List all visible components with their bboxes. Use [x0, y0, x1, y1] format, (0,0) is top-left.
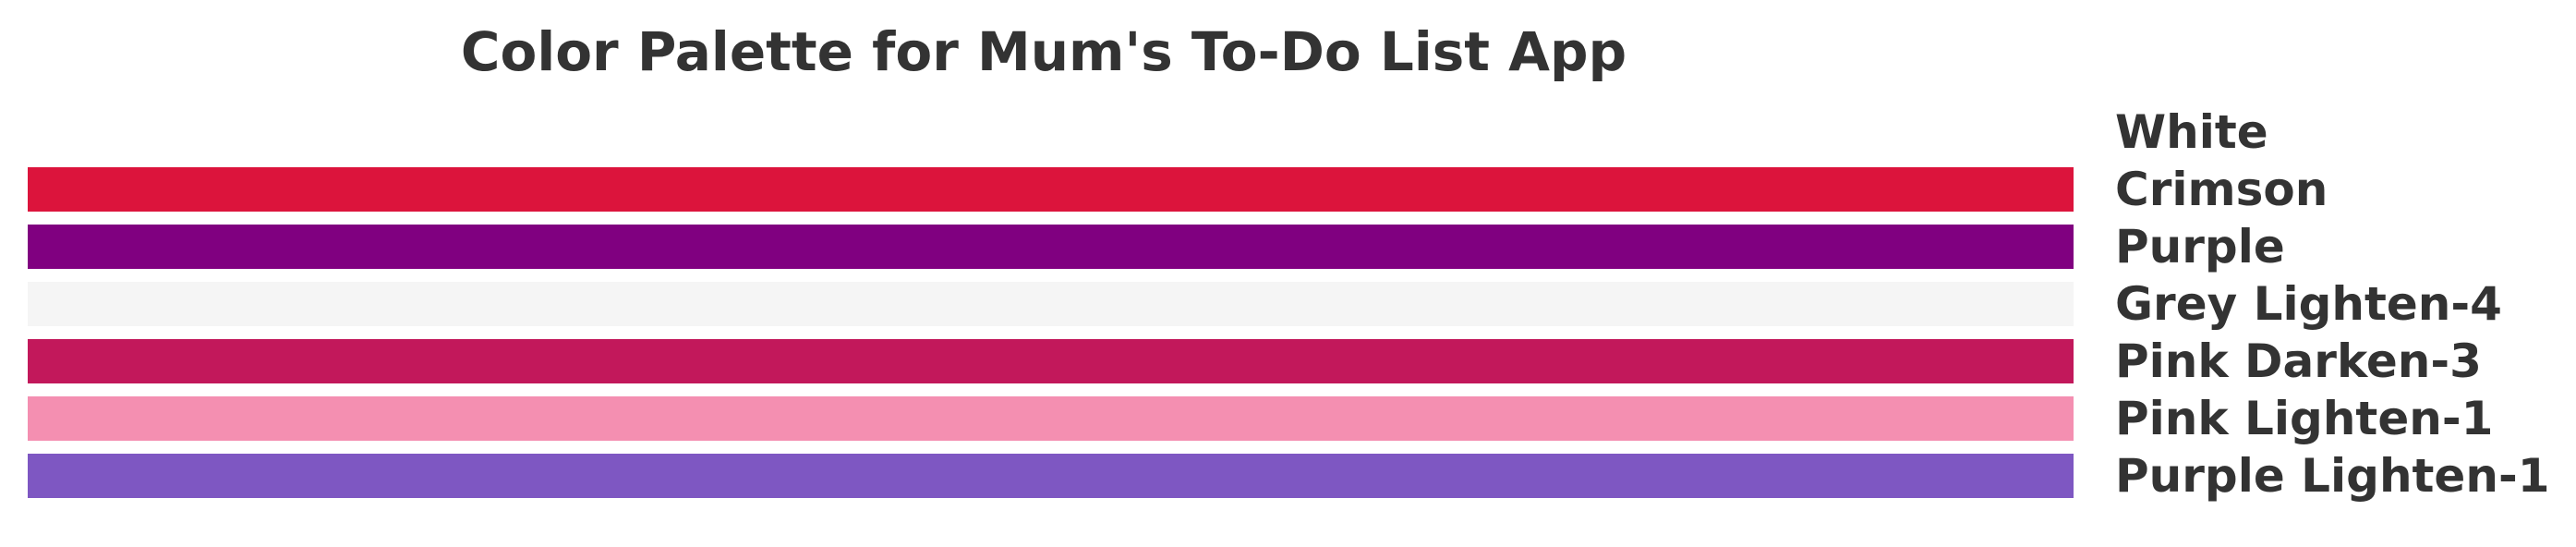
- swatch-bar-crimson: [28, 167, 2074, 212]
- swatch-bar-white: [28, 110, 2074, 154]
- swatch-label-white: White: [2115, 105, 2268, 159]
- swatch-bar-pink-lighten-1: [28, 396, 2074, 441]
- swatch-bar-pink-darken-3: [28, 339, 2074, 383]
- swatch-bar-purple-lighten-1: [28, 454, 2074, 498]
- swatch-label-grey-lighten-4: Grey Lighten-4: [2115, 277, 2502, 331]
- swatch-label-crimson: Crimson: [2115, 163, 2328, 216]
- swatch-label-pink-lighten-1: Pink Lighten-1: [2115, 392, 2493, 445]
- chart-title: Color Palette for Mum's To-Do List App: [460, 20, 1627, 83]
- swatch-label-purple-lighten-1: Purple Lighten-1: [2115, 449, 2549, 503]
- swatch-label-purple: Purple: [2115, 220, 2285, 274]
- swatch-label-pink-darken-3: Pink Darken-3: [2115, 334, 2482, 388]
- swatch-bar-grey-lighten-4: [28, 282, 2074, 326]
- swatch-bar-purple: [28, 225, 2074, 269]
- palette-bars: [28, 110, 2074, 498]
